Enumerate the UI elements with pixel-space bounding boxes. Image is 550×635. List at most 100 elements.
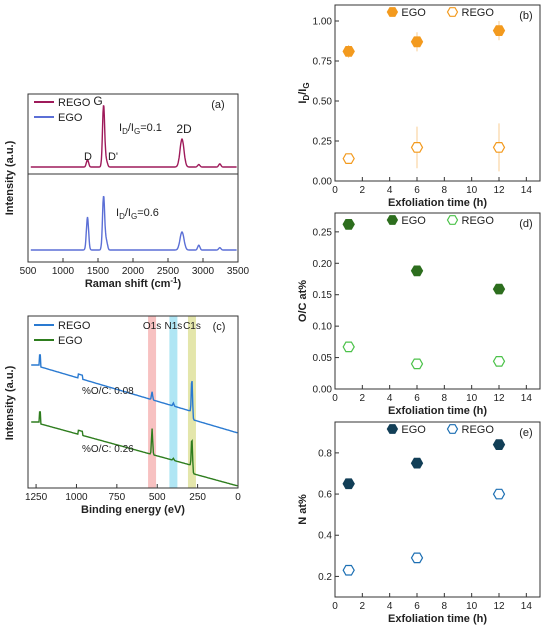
panel-a-label: (a) xyxy=(211,99,224,111)
x-tick-label: 0 xyxy=(332,601,338,612)
xps-x-ticks: 1250 1000 750 500 250 0 xyxy=(25,484,241,503)
data-point-rego xyxy=(410,552,424,564)
y-tick-label: 0.75 xyxy=(313,57,333,68)
data-point-ego xyxy=(342,478,355,490)
y-tick-label: 0.50 xyxy=(313,97,333,108)
y-tick-label: 0.6 xyxy=(318,490,332,501)
annot-d: D xyxy=(84,151,92,163)
legend-marker-rego xyxy=(446,7,459,17)
legend-ego-label: EGO xyxy=(58,112,83,124)
legend-marker-rego xyxy=(446,215,459,225)
legend-rego-label: REGO xyxy=(58,97,91,109)
raman-x-ticks: 500 1000 1500 2000 2500 3000 3500 xyxy=(20,258,250,277)
x-tick-label: 10 xyxy=(466,601,478,612)
data-point-rego xyxy=(410,358,424,370)
xps-x-axis-label: Binding energy (eV) xyxy=(81,504,185,516)
annot-oc-rego: %O/C: 0.08 xyxy=(82,386,134,397)
xps-line-ego xyxy=(31,411,238,487)
data-point-rego xyxy=(342,341,355,353)
panel-a: 500 1000 1500 2000 2500 3000 3500 (a) REGO EGO… xyxy=(4,93,250,290)
data-point-ego xyxy=(342,46,355,57)
xps-band-c1s xyxy=(187,316,196,488)
panel-d-frame xyxy=(334,212,541,390)
panel-e-frame xyxy=(334,421,541,598)
legend-label-rego: REGO xyxy=(462,424,495,436)
y-tick-label: 0.20 xyxy=(313,259,333,270)
panel-label: (d) xyxy=(519,218,532,230)
x-tick-label: 2 xyxy=(360,601,366,612)
x-tick-label: 12 xyxy=(493,601,505,612)
panel-b-frame xyxy=(334,4,541,182)
data-point-rego xyxy=(492,356,506,367)
x-tick-label: 0 xyxy=(332,185,338,196)
annot-g: G xyxy=(93,94,102,108)
x-tick-label: 6 xyxy=(414,185,420,196)
xps-x-tick-label: 500 xyxy=(149,492,166,503)
x-tick-label: 14 xyxy=(521,393,533,404)
x-tick-label: 12 xyxy=(493,185,505,196)
y-axis-label: N at% xyxy=(297,494,309,525)
legend-marker-ego xyxy=(386,7,399,17)
y-tick-label: 0.25 xyxy=(313,227,333,238)
raman-x-axis-label: Raman shift (cm-1) xyxy=(85,276,182,290)
y-tick-label: 0.2 xyxy=(318,572,332,583)
xps-x-tick-label: 1000 xyxy=(65,492,88,503)
y-axis-label: O/C at% xyxy=(297,280,309,322)
x-tick-label: 2 xyxy=(360,393,366,404)
legend-label-ego: EGO xyxy=(401,424,426,436)
panel-c-label: (c) xyxy=(213,321,226,333)
xps-x-tick-label: 1250 xyxy=(25,492,48,503)
x-tick-label: 4 xyxy=(387,601,393,612)
legend-marker-rego xyxy=(446,424,459,434)
x-tick-label: 6 xyxy=(414,393,420,404)
x-tick-label: 2 xyxy=(360,185,366,196)
y-tick-label: 1.00 xyxy=(313,17,333,28)
raman-x-tick-label: 1500 xyxy=(87,266,110,277)
x-axis-label: Exfoliation time (h) xyxy=(388,613,487,625)
xps-band-label: C1s xyxy=(183,321,201,332)
x-tick-label: 8 xyxy=(442,393,448,404)
y-tick-label: 0.05 xyxy=(313,353,333,364)
xps-x-tick-label: 0 xyxy=(235,492,241,503)
legend-label-ego: EGO xyxy=(401,7,426,19)
legend-xps-rego-label: REGO xyxy=(58,320,91,332)
xps-band-label: O1s xyxy=(143,321,161,332)
data-point-rego xyxy=(342,564,355,576)
annot-2d: 2D xyxy=(176,122,192,136)
legend-label-ego: EGO xyxy=(401,215,426,227)
annot-ratio-ego: ID/IG=0.6 xyxy=(116,207,159,221)
x-tick-label: 4 xyxy=(387,185,393,196)
panel-b: 0 2 4 6 8 10 12 14 0.00 0.25 0.50 0.75 1.00 Exfoliati… xyxy=(297,4,541,209)
annot-ratio-rego: ID/IG=0.1 xyxy=(119,122,162,136)
panel-c-frame xyxy=(27,315,239,489)
xps-curves xyxy=(31,354,238,487)
legend-xps-ego-label: EGO xyxy=(58,335,83,347)
data-point-ego xyxy=(410,265,424,277)
panel-c: O1s N1s C1s 1250 1000 750 500 250 0 (c) REGO EG… xyxy=(4,315,241,516)
x-tick-label: 10 xyxy=(466,185,478,196)
xps-x-tick-label: 250 xyxy=(189,492,206,503)
data-point-ego xyxy=(492,283,506,295)
x-tick-label: 12 xyxy=(493,393,505,404)
data-point-rego xyxy=(410,142,424,153)
x-tick-label: 14 xyxy=(521,185,533,196)
raman-curves xyxy=(30,105,237,251)
data-point-rego xyxy=(492,142,506,153)
x-tick-label: 8 xyxy=(442,601,448,612)
xps-band-o1s xyxy=(148,316,157,488)
y-tick-label: 0.00 xyxy=(313,385,333,396)
xps-line-rego xyxy=(31,354,238,434)
data-point-ego xyxy=(410,36,424,48)
data-point-rego xyxy=(342,153,355,164)
x-tick-label: 8 xyxy=(442,185,448,196)
panel-label: (e) xyxy=(519,427,532,439)
annot-dprime: D' xyxy=(108,151,118,163)
y-tick-label: 0.25 xyxy=(313,137,333,148)
y-tick-label: 0.4 xyxy=(318,531,332,542)
raman-y-axis-label: Intensity (a.u.) xyxy=(4,140,16,215)
data-point-ego xyxy=(492,439,506,450)
annot-oc-ego: %O/C: 0.26 xyxy=(82,444,134,455)
x-tick-label: 0 xyxy=(332,393,338,404)
x-tick-label: 4 xyxy=(387,393,393,404)
data-point-ego xyxy=(410,457,424,469)
